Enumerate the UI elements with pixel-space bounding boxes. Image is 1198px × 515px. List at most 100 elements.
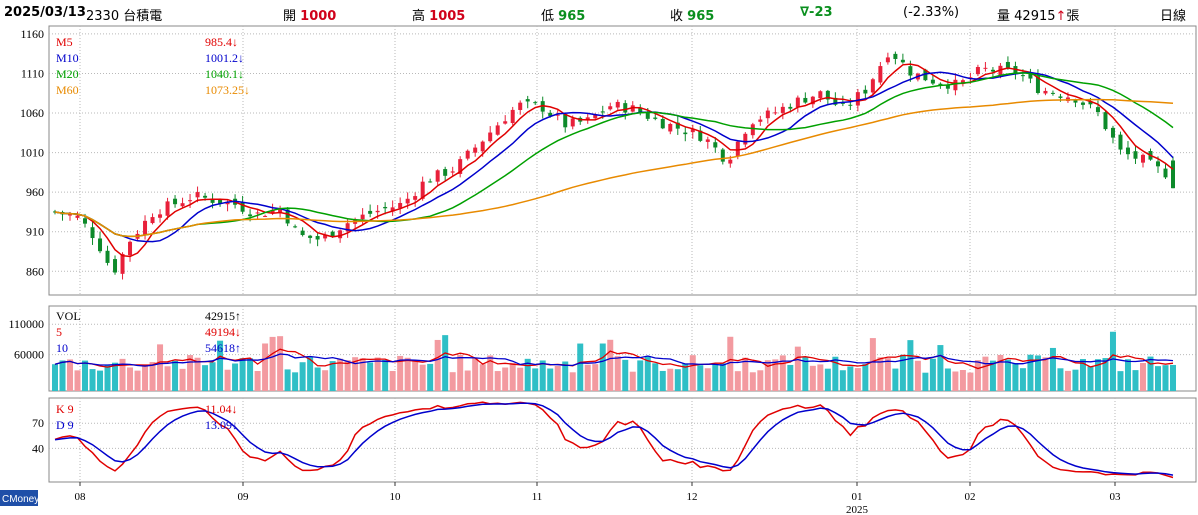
volume-bar xyxy=(247,358,254,391)
candle-body xyxy=(210,198,215,203)
volume-bar xyxy=(982,356,989,391)
volume-bar xyxy=(292,372,299,391)
volume-bar xyxy=(509,362,516,391)
volume-bar xyxy=(314,367,321,391)
candle-body xyxy=(615,101,620,108)
volume-bar xyxy=(922,372,929,391)
candle-body xyxy=(765,110,770,119)
volume-bar xyxy=(584,364,591,391)
month-label: 02 xyxy=(965,491,976,503)
candle-body xyxy=(465,150,470,159)
kd-legend-value: 13.09↓ xyxy=(205,418,238,432)
volume-bar xyxy=(944,368,951,391)
candle-body xyxy=(923,69,928,81)
candle-body xyxy=(495,125,500,135)
panel-frame xyxy=(48,25,1197,296)
volume-bar xyxy=(1162,365,1169,391)
candle-body xyxy=(690,129,695,133)
volume-bar xyxy=(914,360,921,391)
month-label: 01 xyxy=(852,491,863,503)
candle-body xyxy=(638,108,643,113)
candle-body xyxy=(608,106,613,110)
volume-bar xyxy=(569,372,576,391)
volume-bar xyxy=(1154,366,1161,391)
candle-body xyxy=(990,69,995,72)
volume-bar xyxy=(1102,358,1109,391)
candle-body xyxy=(1171,160,1175,189)
volume-bar xyxy=(127,367,134,391)
candle-body xyxy=(158,214,163,218)
volume-bar xyxy=(1064,370,1071,391)
volume-bar xyxy=(157,344,164,391)
volume-bar xyxy=(592,364,599,391)
volume-bar xyxy=(112,362,119,391)
candle-body xyxy=(420,181,425,199)
ma20-line xyxy=(54,72,1174,238)
candle-body xyxy=(750,124,755,136)
volume-bar xyxy=(277,336,284,391)
candle-body xyxy=(413,196,418,200)
volume-bar xyxy=(202,365,209,391)
volume-bar xyxy=(599,343,606,391)
candle-body xyxy=(203,195,208,198)
ma5-line xyxy=(54,63,1174,258)
candle-body xyxy=(780,106,785,113)
candle-body xyxy=(713,142,718,148)
candle-body xyxy=(825,90,830,100)
candle-body xyxy=(180,203,185,207)
candle-body xyxy=(390,207,395,212)
volume-bar xyxy=(404,357,411,391)
kd-axis-label: 40 xyxy=(32,441,44,455)
volume-bar xyxy=(607,339,614,391)
volume-bar xyxy=(854,368,861,391)
volume-bar xyxy=(689,355,696,391)
volume-bar xyxy=(344,360,351,391)
candle-body xyxy=(788,106,793,109)
month-label: 03 xyxy=(1110,491,1122,503)
volume-bar xyxy=(682,363,689,391)
candle-body xyxy=(728,159,733,164)
candle-body xyxy=(1140,154,1145,163)
volume-bar xyxy=(299,362,306,391)
price-legend-name: M60 xyxy=(56,83,79,97)
volume-bar xyxy=(1004,359,1011,391)
price-axis-label: 1160 xyxy=(20,27,44,41)
volume-bar xyxy=(794,346,801,391)
volume-bar xyxy=(952,371,959,391)
ma60-line xyxy=(54,98,1174,238)
volume-bar xyxy=(652,363,659,391)
volume-axis-label: 110000 xyxy=(8,317,44,331)
volume-bar xyxy=(839,370,846,391)
volume-bar xyxy=(1147,356,1154,391)
candle-body xyxy=(480,141,485,152)
volume-bar xyxy=(1094,359,1101,391)
candle-body xyxy=(1088,101,1093,105)
candle-body xyxy=(1020,75,1025,77)
quote-header: 2025/03/13 2330 台積電 開 1000 高 1005 低 965 … xyxy=(0,0,1198,26)
volume-bar xyxy=(614,356,621,391)
candle-body xyxy=(623,103,628,113)
candle-body xyxy=(1005,61,1010,68)
volume-bar xyxy=(547,368,554,391)
candle-body xyxy=(503,121,508,124)
change-percent: (-2.33%) xyxy=(903,5,960,20)
candle-body xyxy=(525,99,530,102)
candle-body xyxy=(143,220,148,235)
volume-bar xyxy=(457,355,464,391)
d-line xyxy=(54,402,1174,476)
volume-bar xyxy=(749,372,756,391)
volume-bar xyxy=(629,371,636,391)
candle-body xyxy=(435,170,440,182)
volume-legend-value: 49194↓ xyxy=(205,325,241,339)
candle-body xyxy=(368,210,373,214)
volume-bar xyxy=(1072,369,1079,391)
volume-axis-label: 60000 xyxy=(14,348,44,362)
volume-bar xyxy=(824,368,831,391)
month-label: 11 xyxy=(532,491,543,503)
candle-body xyxy=(375,210,380,213)
candle-body xyxy=(263,215,268,217)
candle-body xyxy=(698,130,703,141)
candle-body xyxy=(945,84,950,89)
volume-bar xyxy=(1012,363,1019,391)
candle-body xyxy=(563,114,568,128)
